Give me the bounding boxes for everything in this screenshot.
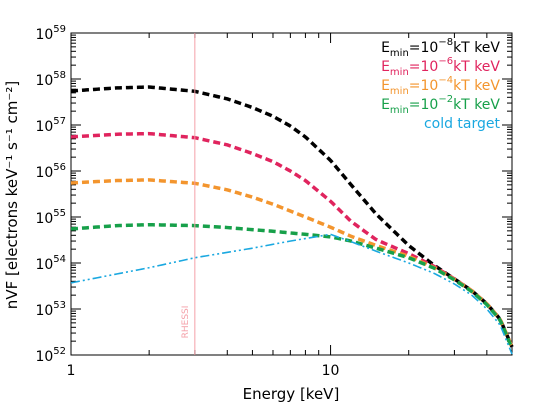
y-tick-label-base: 10 xyxy=(35,211,53,227)
y-tick-label-exponent: 54 xyxy=(53,254,66,265)
legend-mid: =10 xyxy=(409,40,439,56)
legend-sup: −8 xyxy=(438,37,453,48)
y-tick-label: 1056 xyxy=(35,162,66,181)
y-tick-label-exponent: 55 xyxy=(53,208,66,219)
y-tick-label-exponent: 59 xyxy=(53,24,66,35)
y-tick-label-base: 10 xyxy=(35,27,53,43)
series-line-1 xyxy=(70,85,514,348)
y-tick-label-base: 10 xyxy=(35,257,53,273)
legend-entry-3: Emin=10−4kT keV xyxy=(381,75,500,97)
x-axis-label: Energy [keV] xyxy=(243,385,340,403)
y-tick-label-exponent: 53 xyxy=(53,300,66,311)
x-tick-label: 1 xyxy=(67,363,76,379)
y-tick-label-exponent: 57 xyxy=(53,116,66,127)
y-tick-label-base: 10 xyxy=(35,349,53,365)
annotation-label: RHESSI xyxy=(181,306,191,339)
legend-entry-1: Emin=10−8kT keV xyxy=(381,37,500,59)
legend-sub: min xyxy=(390,67,409,78)
legend-tail: kT keV xyxy=(453,40,500,56)
legend-base: E xyxy=(381,97,390,113)
plot-frame xyxy=(70,32,513,356)
y-tick-label-base: 10 xyxy=(35,73,53,89)
legend-base: E xyxy=(381,59,390,75)
series-line-3 xyxy=(70,178,514,348)
y-tick-label-exponent: 58 xyxy=(53,70,66,81)
series-line-4 xyxy=(70,222,514,349)
y-tick-label: 1059 xyxy=(35,24,66,43)
legend-mid: =10 xyxy=(409,78,439,94)
legend-sup: −6 xyxy=(438,56,453,67)
y-axis-label: nVF [electrons keV⁻¹ s⁻¹ cm⁻²] xyxy=(3,81,21,309)
legend-tail: kT keV xyxy=(453,97,500,113)
y-tick-label-base: 10 xyxy=(35,119,53,135)
legend-sub: min xyxy=(390,105,409,116)
legend-base: E xyxy=(381,40,390,56)
series-line-5 xyxy=(70,233,513,355)
legend-entry-4: Emin=10−2kT keV xyxy=(381,94,500,116)
y-tick-label-base: 10 xyxy=(35,165,53,181)
series-layer xyxy=(70,85,514,355)
y-tick-label: 1055 xyxy=(35,208,66,227)
legend-sup: −4 xyxy=(438,75,453,86)
legend-mid: =10 xyxy=(409,97,439,113)
y-tick-label: 1053 xyxy=(35,300,66,319)
legend-sub: min xyxy=(390,86,409,97)
legend-tail: kT keV xyxy=(453,78,500,94)
legend-base: cold target xyxy=(424,116,501,132)
y-tick-label: 1057 xyxy=(35,116,66,135)
y-tick-label: 1052 xyxy=(35,346,66,365)
legend-sup: −2 xyxy=(438,94,453,105)
legend-base: E xyxy=(381,78,390,94)
legend-mid: =10 xyxy=(409,59,439,75)
x-tick-label: 10 xyxy=(322,363,340,379)
legend-tail: kT keV xyxy=(453,59,500,75)
annotation-layer: RHESSI xyxy=(181,33,196,355)
y-tick-label-base: 10 xyxy=(35,303,53,319)
y-tick-label: 1054 xyxy=(35,254,66,273)
x-axis: 1 10 xyxy=(67,33,513,379)
y-tick-label: 1058 xyxy=(35,70,66,89)
legend-entry-5: cold target xyxy=(424,116,501,132)
legend-entry-2: Emin=10−6kT keV xyxy=(381,56,500,78)
legend-sub: min xyxy=(390,48,409,59)
y-tick-label-exponent: 56 xyxy=(53,162,66,173)
y-tick-label-exponent: 52 xyxy=(53,346,66,357)
